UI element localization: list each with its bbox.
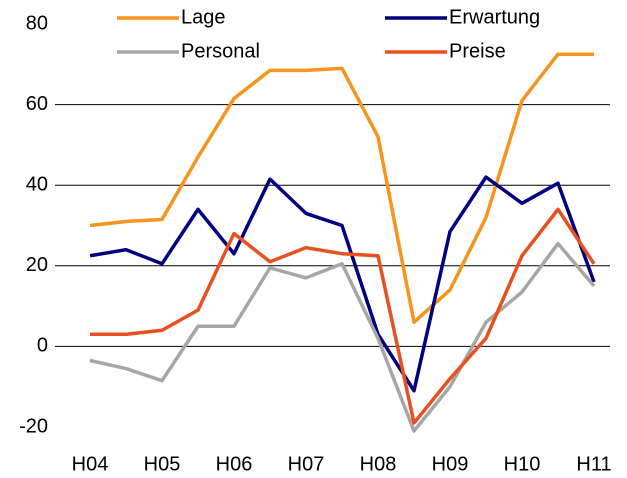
x-tick-label: H11 (576, 453, 611, 475)
series-line (89, 52, 594, 324)
legend-label: Personal (181, 40, 260, 62)
x-tick-label: H10 (504, 453, 541, 475)
legend-label: Erwartung (449, 6, 540, 28)
y-tick-label: 60 (26, 93, 48, 115)
y-tick-label: 40 (26, 173, 48, 195)
x-tick-label: H08 (360, 453, 397, 475)
legend-label: Lage (181, 6, 226, 28)
legend-label: Preise (449, 40, 506, 62)
series-line (90, 207, 596, 425)
y-tick-label: -20 (19, 415, 48, 437)
x-tick-label: H05 (144, 453, 181, 475)
y-tick-label: 0 (37, 335, 48, 357)
series-line (89, 241, 596, 433)
x-tick-label: H07 (288, 453, 325, 475)
x-tick-label: H09 (432, 453, 469, 475)
x-tick-label: H06 (216, 453, 253, 475)
y-tick-label: 20 (26, 254, 48, 276)
x-tick-label: H04 (72, 453, 109, 475)
y-tick-label: 80 (26, 12, 48, 34)
series-line (89, 175, 596, 393)
